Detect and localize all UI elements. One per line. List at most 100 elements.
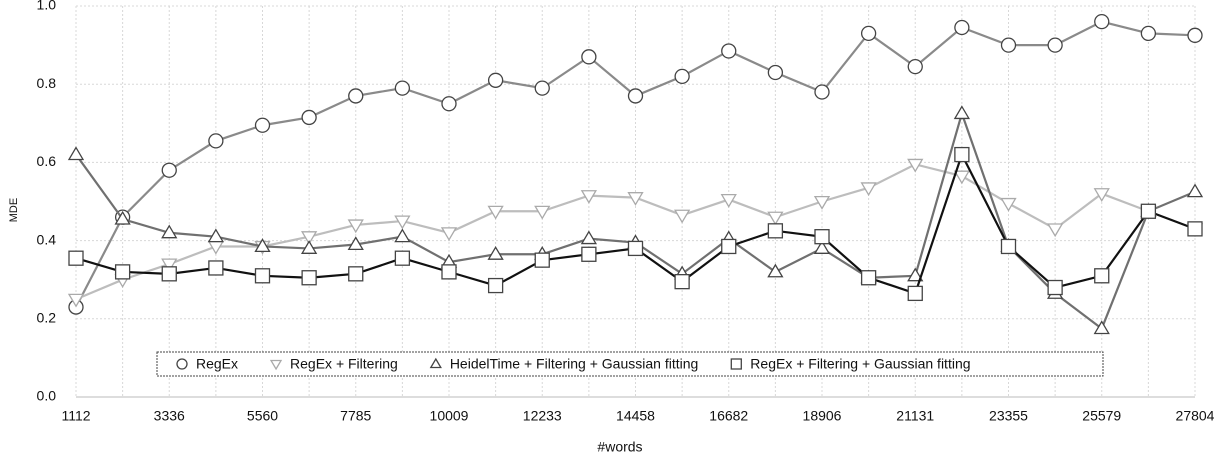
data-point — [301, 109, 317, 126]
data-point — [487, 205, 504, 220]
y-tick-label: 0.6 — [37, 153, 57, 169]
data-point — [813, 195, 831, 210]
data-point — [1047, 37, 1063, 53]
data-point — [1046, 223, 1064, 238]
data-point — [860, 182, 877, 197]
data-point — [208, 133, 224, 149]
data-point — [254, 117, 271, 133]
x-tick-label: 21131 — [896, 408, 934, 424]
series-line — [75, 109, 1196, 331]
y-tick-label: 0.2 — [37, 310, 57, 326]
legend-marker — [429, 357, 442, 369]
legend-marker — [269, 359, 283, 371]
data-point — [860, 270, 877, 286]
data-point — [300, 240, 318, 254]
x-tick-label: 25579 — [1082, 408, 1121, 424]
data-point — [1186, 183, 1204, 198]
data-point — [1187, 221, 1203, 237]
data-point — [767, 211, 784, 226]
legend-label: HeidelTime + Filtering + Gaussian fittin… — [450, 356, 698, 372]
y-tick-label: 1.0 — [37, 0, 57, 13]
data-point — [907, 285, 923, 302]
data-point — [208, 260, 224, 276]
y-tick-label: 0.0 — [37, 388, 57, 404]
data-point — [1140, 203, 1157, 219]
data-point — [67, 146, 85, 161]
x-tick-label: 10009 — [430, 408, 469, 424]
data-point — [161, 258, 178, 273]
data-point — [487, 246, 504, 260]
data-point — [441, 264, 457, 280]
legend-label: RegEx + Filtering — [290, 356, 398, 372]
data-point — [161, 266, 177, 282]
data-point — [813, 240, 831, 254]
data-point — [860, 25, 877, 42]
data-point — [814, 84, 830, 100]
data-point — [114, 264, 131, 280]
x-tick-label: 16682 — [709, 408, 748, 424]
data-point — [300, 231, 318, 245]
data-point — [348, 266, 364, 282]
data-point — [1000, 197, 1017, 212]
legend-marker — [730, 358, 742, 370]
data-point — [347, 236, 364, 251]
data-point — [1047, 279, 1063, 296]
data-point — [580, 190, 598, 204]
data-point — [627, 240, 644, 257]
legend-label: RegEx + Filtering + Gaussian fitting — [750, 356, 970, 372]
data-point — [161, 224, 178, 239]
data-point — [301, 270, 317, 286]
data-point — [953, 105, 971, 120]
y-tick-label: 0.8 — [37, 75, 57, 91]
data-point — [627, 192, 644, 206]
data-point — [721, 43, 737, 59]
data-point — [907, 267, 924, 282]
data-point — [534, 205, 551, 220]
data-point — [348, 88, 364, 104]
data-point — [907, 58, 923, 75]
data-point — [254, 238, 271, 253]
data-point — [581, 49, 597, 65]
data-point — [1094, 13, 1110, 30]
data-point — [954, 146, 970, 163]
data-point — [1140, 25, 1157, 42]
y-tick-label: 0.4 — [37, 231, 57, 247]
data-point — [1187, 27, 1203, 43]
x-tick-label: 27804 — [1176, 408, 1215, 424]
x-tick-label: 3336 — [154, 408, 185, 424]
data-point — [440, 227, 458, 242]
data-point — [67, 293, 85, 308]
data-point — [487, 72, 504, 88]
x-tick-label: 1112 — [61, 408, 90, 424]
x-tick-label: 7785 — [340, 408, 371, 424]
data-point — [394, 250, 411, 266]
x-tick-label: 12233 — [523, 408, 562, 424]
data-point — [907, 158, 924, 173]
data-point — [68, 250, 84, 266]
data-point — [673, 209, 691, 224]
data-point — [534, 80, 550, 96]
data-point — [674, 68, 690, 85]
data-point — [720, 193, 737, 208]
x-tick-label: 18906 — [803, 408, 842, 424]
data-point — [767, 263, 784, 278]
legend-marker — [176, 358, 188, 370]
data-point — [767, 64, 784, 81]
data-point — [207, 228, 225, 243]
data-point — [1093, 320, 1110, 335]
data-point — [580, 230, 598, 245]
x-tick-label: 14458 — [616, 408, 655, 424]
x-tick-label: 23355 — [989, 408, 1028, 424]
data-point — [347, 219, 364, 234]
data-point — [394, 80, 411, 96]
data-point — [954, 19, 970, 36]
data-point — [721, 238, 737, 255]
data-point — [487, 277, 504, 294]
data-point — [1000, 37, 1017, 53]
data-point — [814, 229, 830, 245]
data-point — [1093, 188, 1110, 202]
data-point — [767, 223, 784, 239]
data-point — [394, 215, 411, 230]
